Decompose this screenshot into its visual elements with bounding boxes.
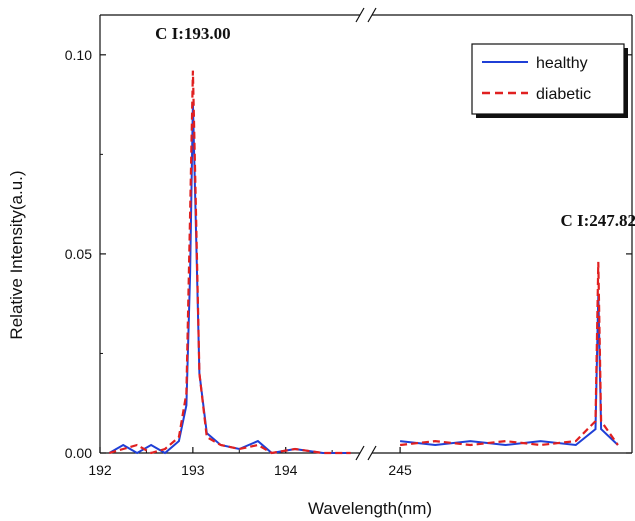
- y-axis-label: Relative Intensity(a.u.): [7, 170, 26, 339]
- series-healthy-line: [399, 293, 619, 447]
- series-healthy-line: [108, 102, 351, 455]
- peak-annotation: C I:193.00: [155, 24, 231, 43]
- x-tick-label: 192: [88, 462, 112, 478]
- y-tick-label: 0.10: [65, 47, 92, 63]
- axis-break-mark: [355, 7, 365, 23]
- x-tick-label: 245: [388, 462, 412, 478]
- legend-box: [471, 43, 625, 115]
- legend-healthy-label: healthy: [536, 55, 588, 72]
- y-tick-label: 0.05: [65, 246, 92, 262]
- plot-area: 0.00 0.05 0.10 192 193 194 245 C I:193.00 C I:24…: [65, 7, 635, 478]
- x-tick-label: 193: [181, 462, 205, 478]
- axis-break-mark: [355, 445, 365, 461]
- x-tick-label: 194: [274, 462, 298, 478]
- legend: healthy diabetic: [471, 43, 628, 118]
- peak-annotation: C I:247.82: [560, 211, 635, 230]
- axis-break-mark: [367, 7, 377, 23]
- series-diabetic-line: [108, 70, 351, 455]
- x-axis-label: Wavelength(nm): [308, 499, 432, 518]
- series-diabetic-line: [399, 261, 619, 447]
- y-tick-label: 0.00: [65, 445, 92, 461]
- axis-break-mark: [367, 445, 377, 461]
- legend-diabetic-label: diabetic: [536, 86, 591, 103]
